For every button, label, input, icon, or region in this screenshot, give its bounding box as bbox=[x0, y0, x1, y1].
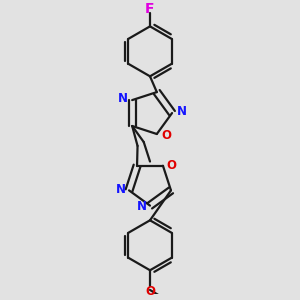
Text: F: F bbox=[145, 2, 155, 16]
Text: O: O bbox=[166, 159, 176, 172]
Text: N: N bbox=[137, 200, 147, 213]
Text: N: N bbox=[118, 92, 128, 105]
Text: O: O bbox=[145, 285, 155, 298]
Text: N: N bbox=[176, 105, 186, 118]
Text: O: O bbox=[161, 129, 171, 142]
Text: N: N bbox=[116, 183, 126, 196]
